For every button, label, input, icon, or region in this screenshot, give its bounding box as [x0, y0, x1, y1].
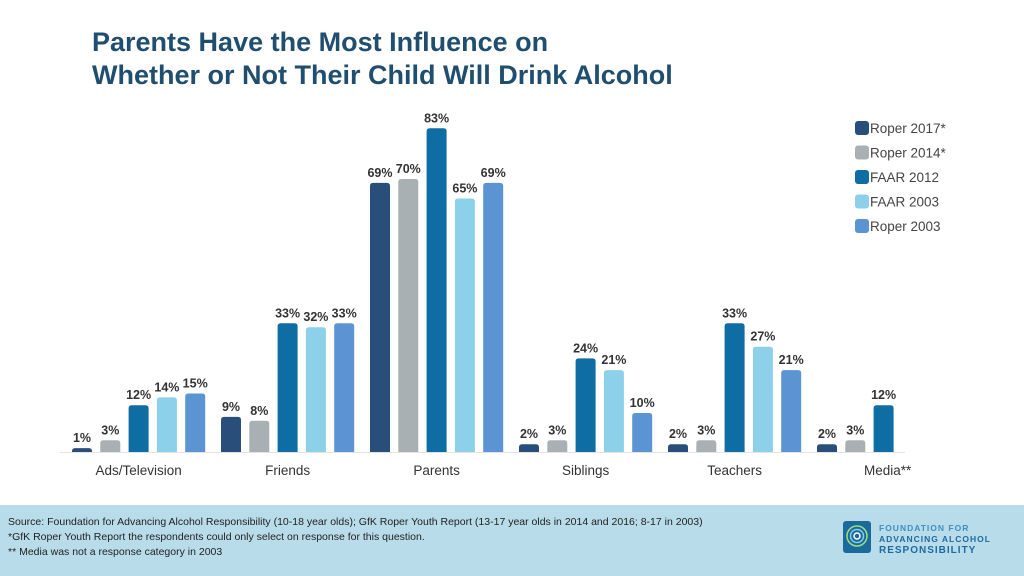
data-label: 12%: [871, 388, 896, 402]
logo-target-icon: [843, 521, 871, 553]
bar: [724, 323, 745, 452]
data-label: 12%: [126, 388, 151, 402]
legend-swatch: [855, 219, 869, 233]
legend-swatch: [855, 121, 869, 135]
data-label: 14%: [154, 380, 179, 394]
bar: [483, 182, 504, 452]
bar: [249, 420, 270, 452]
category-label: Siblings: [562, 463, 610, 478]
logo-line-1: FOUNDATION FOR: [879, 523, 970, 533]
bar: [603, 370, 624, 452]
data-label: 70%: [396, 162, 421, 176]
footer: Source: Foundation for Advancing Alcohol…: [0, 505, 1024, 576]
bar: [100, 440, 121, 452]
bar: [547, 440, 568, 452]
data-label: 3%: [101, 423, 119, 437]
data-label: 69%: [367, 166, 392, 180]
category-label: Ads/Television: [95, 463, 181, 478]
data-label: 10%: [630, 396, 655, 410]
category-label: Teachers: [707, 463, 762, 478]
legend-label: FAAR 2012: [870, 170, 939, 185]
legend-swatch: [855, 170, 869, 184]
bar: [426, 128, 447, 453]
bar: [632, 413, 653, 452]
bar: [334, 323, 355, 452]
data-label: 2%: [818, 427, 836, 441]
bar: [845, 440, 866, 452]
bar: [575, 358, 596, 452]
bar: [668, 444, 688, 452]
data-label: 15%: [183, 377, 208, 391]
category-label: Media**: [864, 463, 912, 478]
bar: [873, 405, 894, 452]
legend-label: Roper 2014*: [870, 146, 947, 161]
bar: [696, 440, 717, 452]
bar: [752, 346, 773, 452]
title-line-2: Whether or Not Their Child Will Drink Al…: [92, 60, 673, 90]
data-label: 8%: [250, 404, 268, 418]
data-label: 33%: [275, 306, 300, 320]
bar: [72, 448, 92, 452]
legend-label: Roper 2017*: [870, 121, 947, 136]
data-label: 2%: [669, 427, 687, 441]
data-label: 21%: [601, 353, 626, 367]
data-label: 33%: [722, 306, 747, 320]
bar: [277, 323, 298, 452]
bar: [156, 397, 177, 452]
bar: [185, 393, 206, 452]
bar: [519, 444, 539, 452]
data-label: 65%: [452, 182, 477, 196]
logo: FOUNDATION FOR ADVANCING ALCOHOL RESPONS…: [843, 521, 1013, 561]
logo-line-3: RESPONSIBILITY: [879, 545, 977, 556]
footnote-1: *GfK Roper Youth Report the respondents …: [8, 531, 425, 543]
data-label: 27%: [750, 330, 775, 344]
data-label: 3%: [548, 423, 566, 437]
data-label: 33%: [332, 306, 357, 320]
data-label: 2%: [520, 427, 538, 441]
category-label: Friends: [265, 463, 310, 478]
data-label: 83%: [424, 111, 449, 125]
data-label: 69%: [481, 166, 506, 180]
data-label: 9%: [222, 400, 240, 414]
data-label: 3%: [697, 423, 715, 437]
data-label: 3%: [846, 423, 864, 437]
title-line-1: Parents Have the Most Influence on: [92, 27, 549, 57]
bar: [128, 405, 149, 452]
source-note: Source: Foundation for Advancing Alcohol…: [8, 516, 703, 528]
legend-label: FAAR 2003: [870, 195, 939, 210]
chart-title: Parents Have the Most Influence on Whethe…: [92, 26, 673, 92]
bar: [398, 179, 419, 452]
bar: [370, 182, 390, 452]
bar: [781, 370, 802, 452]
bar: [221, 416, 241, 452]
footnotes: Source: Foundation for Advancing Alcohol…: [8, 515, 703, 560]
bar: [305, 327, 326, 452]
data-label: 21%: [779, 353, 804, 367]
data-label: 24%: [573, 341, 598, 355]
footnote-2: ** Media was not a response category in …: [8, 546, 223, 558]
legend-label: Roper 2003: [870, 219, 941, 234]
logo-text: FOUNDATION FOR ADVANCING ALCOHOL RESPONS…: [879, 523, 991, 556]
category-label: Parents: [413, 463, 460, 478]
data-label: 1%: [73, 431, 91, 445]
bar: [454, 198, 475, 452]
bar: [817, 444, 837, 452]
legend-swatch: [855, 194, 869, 209]
data-label: 32%: [303, 310, 328, 324]
logo-line-2: ADVANCING ALCOHOL: [879, 534, 991, 544]
legend-swatch: [855, 145, 869, 160]
